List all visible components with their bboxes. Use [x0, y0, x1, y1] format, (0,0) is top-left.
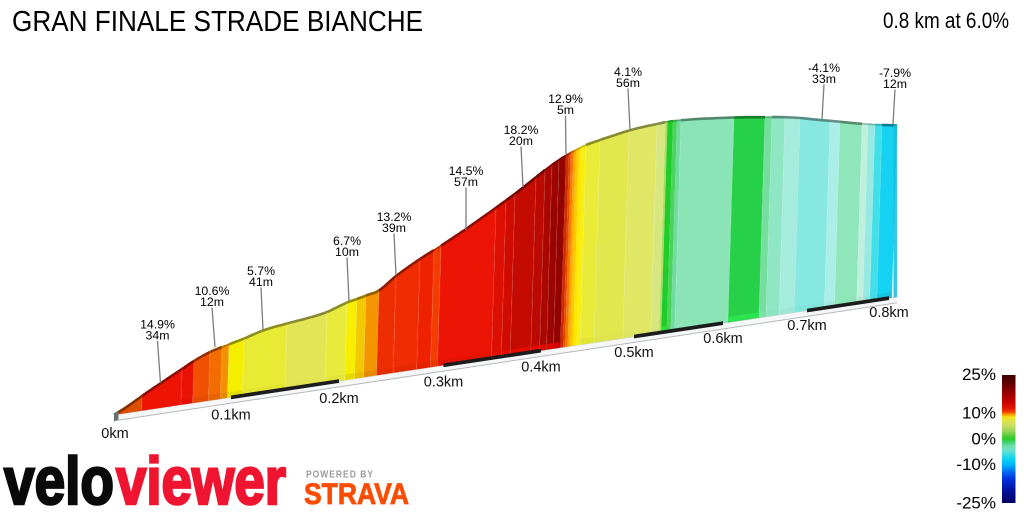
svg-text:0.4km: 0.4km — [521, 359, 561, 375]
svg-text:0.8 km at 6.0%: 0.8 km at 6.0% — [883, 8, 1009, 33]
svg-text:41m: 41m — [249, 275, 273, 289]
svg-text:0.7km: 0.7km — [787, 318, 827, 334]
svg-text:0.3km: 0.3km — [424, 375, 464, 391]
svg-text:56m: 56m — [616, 76, 640, 90]
svg-text:10%: 10% — [962, 404, 996, 423]
svg-text:0.6km: 0.6km — [703, 331, 743, 347]
svg-text:STRAVA: STRAVA — [304, 478, 409, 511]
svg-text:25%: 25% — [962, 365, 996, 384]
svg-text:-10%: -10% — [956, 455, 996, 474]
svg-text:0.8km: 0.8km — [869, 305, 909, 321]
svg-text:12m: 12m — [883, 77, 907, 91]
svg-text:12m: 12m — [200, 295, 224, 309]
svg-text:0.1km: 0.1km — [211, 408, 251, 424]
svg-text:0.2km: 0.2km — [319, 391, 359, 407]
svg-text:0km: 0km — [101, 426, 128, 442]
svg-text:39m: 39m — [382, 221, 406, 235]
svg-text:20m: 20m — [509, 134, 533, 148]
svg-text:34m: 34m — [146, 328, 170, 342]
svg-text:GRAN FINALE STRADE BIANCHE: GRAN FINALE STRADE BIANCHE — [12, 6, 423, 38]
svg-text:-25%: -25% — [956, 493, 996, 512]
svg-text:5m: 5m — [557, 103, 574, 117]
svg-text:10m: 10m — [335, 245, 359, 259]
svg-text:0%: 0% — [971, 429, 996, 448]
svg-text:33m: 33m — [812, 72, 836, 86]
svg-text:57m: 57m — [454, 175, 478, 189]
svg-text:viewer: viewer — [116, 444, 286, 512]
svg-text:0.5km: 0.5km — [614, 345, 654, 361]
svg-text:velo: velo — [4, 444, 114, 512]
